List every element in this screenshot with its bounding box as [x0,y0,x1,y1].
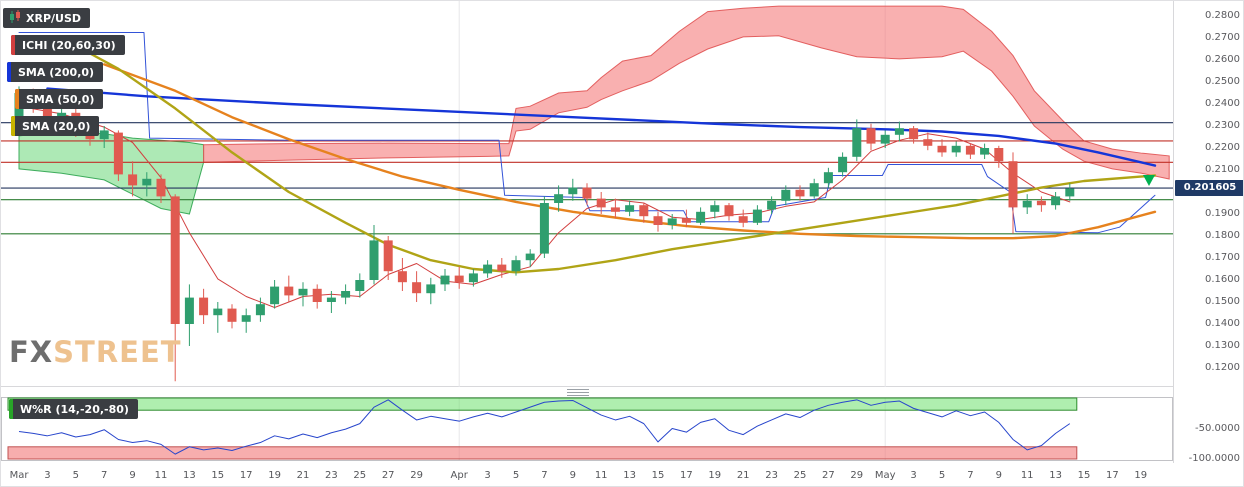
time-tick-label: 15 [211,470,225,481]
time-tick-label: 17 [239,470,253,481]
legend-sma20[interactable]: SMA (20,0) [11,116,100,136]
price-tick-label: 0.2300 [1205,120,1240,131]
time-tick-label: 7 [967,470,974,481]
price-tick-label: 0.2800 [1205,10,1240,21]
legend-sma200-label: SMA (200,0) [18,65,95,79]
wr-tick-label: -100.0000 [1188,453,1240,464]
time-tick-label: 23 [325,470,338,481]
watermark-street: STREET [53,335,182,369]
legend-sma20-label: SMA (20,0) [22,119,91,133]
williams-r-color-bar [9,399,13,419]
time-tick-label: 19 [708,470,722,481]
time-tick-label: Apr [450,470,468,481]
time-tick-label: 21 [296,470,310,481]
price-tick-label: 0.2400 [1205,98,1240,109]
time-tick-label: 5 [512,470,520,481]
time-tick-label: 27 [822,470,835,481]
legend-ichimoku[interactable]: ICHI (20,60,30) [11,35,125,55]
time-tick-label: 3 [910,470,917,481]
price-tick-label: 0.2600 [1205,54,1240,65]
ichimoku-color-bar [11,35,15,55]
time-tick-label: 23 [765,470,778,481]
sma200-line [46,87,1157,167]
time-tick-label: 13 [183,470,196,481]
legend-williams-r-label: W%R (14,-20,-80) [20,402,129,416]
time-tick-label: 7 [101,470,108,481]
price-chart-panel[interactable]: FXSTREET [1,1,1173,387]
candlestick-icon [9,9,21,27]
price-tick-label: 0.2700 [1205,32,1240,43]
price-tick-label: 0.1600 [1205,274,1240,285]
legend-williams-r[interactable]: W%R (14,-20,-80) [9,399,138,419]
time-tick-label: 25 [353,470,367,481]
time-tick-label: 11 [154,470,168,481]
time-tick-label: 19 [1134,470,1148,481]
time-tick-label: 9 [129,470,136,481]
time-tick-label: 21 [736,470,750,481]
time-tick-label: 19 [268,470,281,481]
time-tick-label: 5 [72,470,79,481]
panel-resize-handle[interactable] [567,389,589,396]
time-tick-label: 3 [484,470,491,481]
time-axis[interactable]: Mar 3 5 7 9 11 13 15 17 19 21 23 25 27 29 Apr 3 5 7 9 11 13 15… [1,463,1173,486]
price-tick-label: 0.1400 [1205,318,1240,329]
wr-oversold-band [7,446,1078,460]
time-tick-label: 7 [541,470,548,481]
price-tick-label: 0.2500 [1205,76,1240,87]
time-tick-label: 11 [594,470,608,481]
legend-ichimoku-label: ICHI (20,60,30) [22,38,116,52]
price-tick-label: 0.1500 [1205,296,1240,307]
price-chart-canvas[interactable] [1,1,1173,387]
wr-line [18,399,1071,455]
time-tick-label: 13 [1049,470,1062,481]
price-tick-label: 0.1300 [1205,340,1240,351]
ichimoku-cloud-bearish [203,5,1170,180]
wr-overbought-band [7,397,1078,411]
time-tick-label: 25 [793,470,807,481]
sma200-color-bar [7,62,11,82]
legend-sma200[interactable]: SMA (200,0) [7,62,104,82]
time-tick-label: 5 [938,470,946,481]
time-tick-label: 9 [569,470,576,481]
sma20-line [60,36,1157,274]
time-tick-label: 15 [1077,470,1091,481]
price-tick-label: 0.1200 [1205,362,1240,373]
fxstreet-watermark: FXSTREET [9,335,182,369]
current-price-badge: 0.201605 [1175,180,1243,197]
legend-sma50-label: SMA (50,0) [26,92,95,106]
watermark-fx: FX [9,335,54,369]
time-tick-label: 17 [1106,470,1119,481]
time-tick-label: 27 [381,470,395,481]
williams-r-canvas[interactable] [1,387,1173,463]
legend-symbol[interactable]: XRP/USD [3,8,91,28]
time-tick-label: 13 [623,470,636,481]
price-tick-label: 0.2200 [1205,142,1240,153]
time-tick-label: 17 [680,470,693,481]
wr-tick-label: -50.0000 [1195,422,1240,434]
time-tick-label: 29 [410,470,423,481]
legend-symbol-label: XRP/USD [26,11,82,25]
time-tick-label: 15 [651,470,665,481]
time-tick-label: Mar [9,470,29,481]
time-tick-label: May [874,470,896,481]
month-gridlines [458,1,886,387]
sma50-color-bar [15,89,19,109]
williams-r-panel[interactable] [1,387,1173,463]
price-tick-label: 0.1800 [1205,230,1240,241]
sma20-color-bar [11,116,15,136]
price-tick-label: 0.1900 [1205,208,1240,219]
time-tick-label: 29 [850,470,864,481]
legend-sma50[interactable]: SMA (50,0) [15,89,104,109]
time-tick-label: 9 [995,470,1002,481]
current-price-value: 0.201605 [1183,182,1237,194]
wr-value-axis[interactable]: -50.0000 -100.0000 [1173,387,1243,464]
trend-arrow-icon [1143,175,1155,186]
time-tick-label: 3 [44,470,51,481]
time-tick-label: 11 [1020,470,1034,481]
price-tick-label: 0.2100 [1205,164,1240,175]
wr-panel-border [1,397,1173,461]
price-tick-label: 0.1700 [1205,252,1240,263]
